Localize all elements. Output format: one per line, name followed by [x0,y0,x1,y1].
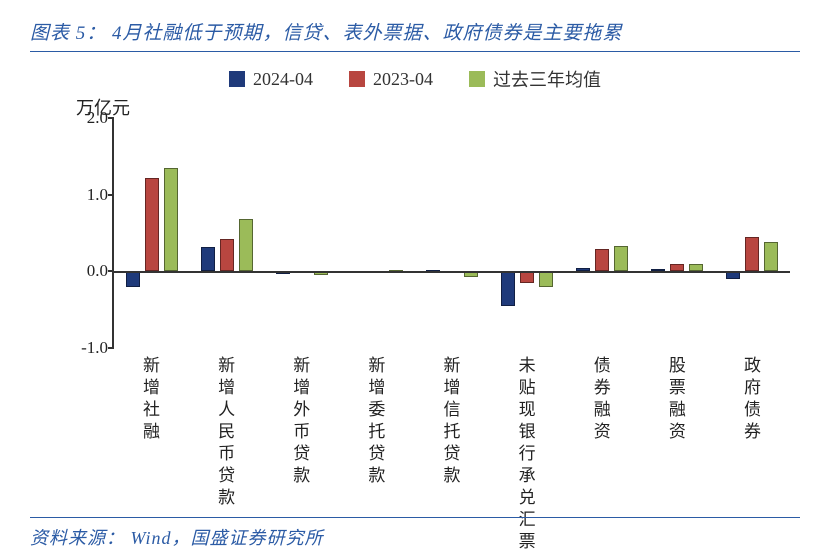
bar [764,242,778,271]
legend-item: 过去三年均值 [469,66,601,92]
bar [220,239,234,271]
y-tick-label: -1.0 [74,338,108,358]
legend-swatch [349,71,365,87]
x-tick-label: 新增外币贷款 [287,356,312,488]
y-tick-label: 0.0 [74,261,108,281]
bar [501,271,515,306]
legend-item: 2024-04 [229,66,313,92]
source-prefix: 资料来源： [30,528,125,548]
chart-area: 万亿元 2.01.00.0-1.0 新增社融新增人民币贷款新增外币贷款新增委托贷… [82,96,790,496]
zero-axis [114,271,790,273]
y-tick-label: 1.0 [74,185,108,205]
x-tick-label: 新增委托贷款 [362,356,387,488]
x-tick-label: 新增信托贷款 [438,356,463,488]
bar [745,237,759,272]
x-axis-labels: 新增社融新增人民币贷款新增外币贷款新增委托贷款新增信托贷款未贴现银行承兑汇票债券… [112,356,790,496]
legend-swatch [469,71,485,87]
bars-container [114,118,790,348]
bar [539,271,553,286]
legend-swatch [229,71,245,87]
bar [689,264,703,272]
title-prefix: 图表 5： [30,23,106,44]
chart-legend: 2024-04 2023-04 过去三年均值 [30,66,800,92]
x-tick-label: 债券融资 [588,356,613,444]
x-tick-label: 新增社融 [137,356,162,444]
y-tick-label: 2.0 [74,108,108,128]
x-tick-label: 股票融资 [663,356,688,444]
bar [164,168,178,272]
x-tick-label: 政府债券 [738,356,763,444]
source-text: Wind，国盛证券研究所 [131,528,324,548]
y-tick-mark [108,117,114,119]
x-tick-label: 新增人民币贷款 [212,356,237,510]
bar [239,219,253,271]
legend-item: 2023-04 [349,66,433,92]
bar [670,264,684,272]
bar [126,271,140,286]
plot-region: 2.01.00.0-1.0 [112,118,790,348]
legend-label: 2023-04 [373,69,433,90]
bar [201,247,215,272]
y-tick-mark [108,194,114,196]
legend-label: 2024-04 [253,69,313,90]
title-text: 4月社融低于预期，信贷、表外票据、政府债券是主要拖累 [112,23,623,44]
y-tick-mark [108,347,114,349]
bar [614,246,628,271]
bar [595,249,609,271]
figure-source: 资料来源： Wind，国盛证券研究所 [30,517,800,550]
bar [145,178,159,272]
legend-label: 过去三年均值 [493,66,601,92]
figure-title: 图表 5： 4月社融低于预期，信贷、表外票据、政府债券是主要拖累 [30,18,800,52]
